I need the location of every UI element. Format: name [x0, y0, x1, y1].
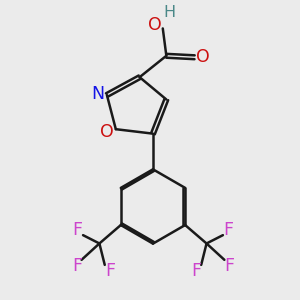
Text: H: H	[163, 5, 176, 20]
Text: F: F	[72, 257, 82, 275]
Text: O: O	[148, 16, 161, 34]
Text: N: N	[91, 85, 104, 103]
Text: F: F	[105, 262, 115, 280]
Text: O: O	[100, 123, 114, 141]
Text: F: F	[191, 262, 201, 280]
Text: F: F	[224, 257, 234, 275]
Text: F: F	[223, 221, 233, 239]
Text: O: O	[196, 48, 210, 66]
Text: F: F	[73, 221, 83, 239]
